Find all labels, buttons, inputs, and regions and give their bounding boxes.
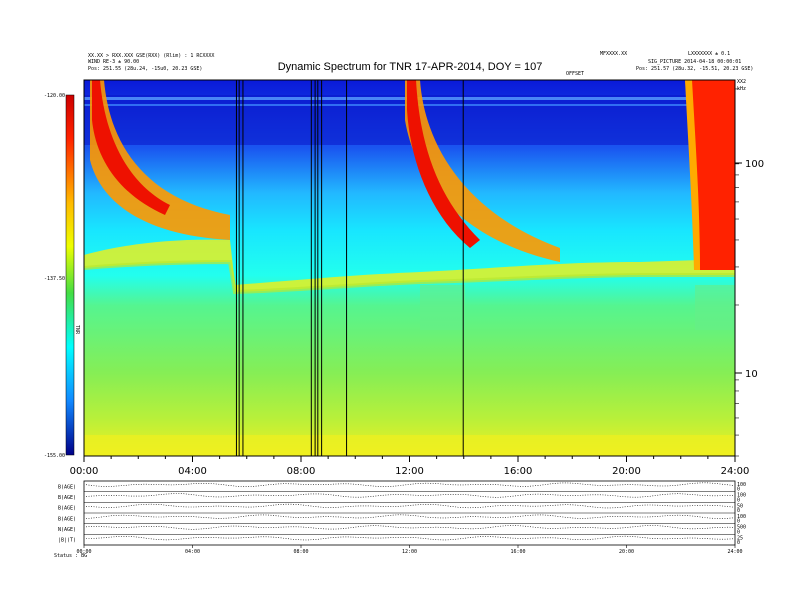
- y-tick-label-100: 100: [745, 159, 764, 170]
- burst-2: [405, 80, 560, 262]
- header-left-2: WIND RE-3 ± 90.00: [88, 59, 139, 65]
- panel-row-label-0: B(AGE): [58, 484, 76, 490]
- green-block-1: [420, 285, 465, 330]
- panel-x-axis: 00:00 04:00 08:00 12:00 16:00 20:00 24:00: [76, 545, 743, 555]
- colorbar: [65, 94, 75, 456]
- panel-row-label-3: B(AGE): [58, 516, 76, 522]
- header-right-3: Pos: 251.57 (28u.32, -15.51, 20.23 GSE): [636, 66, 753, 72]
- panel-x-tick-label-5: 20:00: [619, 549, 634, 555]
- x-axis: 00:00 04:00 08:00 12:00 16:00 20:00 24:00: [70, 456, 750, 477]
- panel-right-tick-top-4: 500: [737, 525, 746, 531]
- panel-right-tick-top-5: 25: [737, 535, 743, 541]
- x-tick-label-5: 20:00: [612, 466, 641, 477]
- panel-trace-0: [85, 482, 734, 487]
- burst-3-edge: [685, 80, 700, 270]
- y-axis-right: 100 10 kHz: [735, 86, 764, 457]
- x-tick-label-6: 24:00: [721, 466, 750, 477]
- colorbar-tick-max: -120.00: [44, 93, 65, 99]
- header-left-3: Pos: 251.55 (28u.24, -15u0, 20.23 GSE): [88, 66, 202, 72]
- y-minor-ticks: [735, 88, 739, 457]
- spectrogram: [84, 80, 735, 456]
- x-tick-label-1: 04:00: [178, 466, 207, 477]
- x-tick-label-2: 08:00: [287, 466, 316, 477]
- panel-row-label-4: N(AGE): [58, 527, 76, 533]
- plasma-line-edge: [84, 259, 735, 295]
- low-freq-band: [84, 435, 735, 456]
- header-mid-2: OFFSET: [566, 71, 584, 77]
- header-right-corner: XX2: [737, 79, 746, 85]
- panel-right-tick-top-0: 100: [737, 482, 746, 488]
- panel-row-label-1: B(AGE): [58, 495, 76, 501]
- panel-trace-5: [86, 535, 734, 541]
- header-right-1: LXXXXXXX ± 0.1: [688, 51, 730, 57]
- burst-1: [90, 80, 230, 240]
- panel-right-tick-bottom-3: 0: [737, 519, 740, 525]
- panel-x-tick-label-3: 12:00: [402, 549, 417, 555]
- y-axis-label: kHz: [737, 86, 746, 92]
- x-tick-label-4: 16:00: [504, 466, 533, 477]
- panel-right-tick-bottom-5: 0: [737, 540, 740, 546]
- panel-trace-3: [85, 514, 734, 519]
- header-mid-1: MFXXXX.XX: [600, 51, 627, 57]
- panel-right-tick-top-2: 50: [737, 503, 743, 509]
- header-left-1: XX.XX > RXX.XXX GSE(RXX) (Rlim) : 1 RCXX…: [88, 53, 214, 59]
- x-tick-label-0: 00:00: [70, 466, 99, 477]
- panel-x-tick-label-4: 16:00: [510, 549, 525, 555]
- chart-title: Dynamic Spectrum for TNR 17-APR-2014, DO…: [278, 61, 543, 73]
- burst-1-core: [92, 80, 170, 215]
- panel-row-label-5: |B|(T): [58, 538, 76, 544]
- panel-right-tick-bottom-2: 0: [737, 508, 740, 514]
- x-tick-label-3: 12:00: [395, 466, 424, 477]
- header-right-2: SIG_PICTURE 2014-04-18 00:00:01: [648, 59, 741, 65]
- panel-x-tick-label-0: 00:00: [76, 549, 91, 555]
- panel-x-tick-label-2: 08:00: [293, 549, 308, 555]
- panel-trace-4: [85, 525, 734, 530]
- colorbar-tick-mid: -137.50: [44, 276, 65, 282]
- panel-right-tick-top-1: 100: [737, 493, 746, 499]
- panel-trace-1: [85, 493, 734, 498]
- panel-x-tick-label-1: 04:00: [185, 549, 200, 555]
- panel-right-tick-bottom-0: 0: [737, 487, 740, 493]
- y-tick-label-10: 10: [745, 369, 758, 380]
- colorbar-tick-min: -155.00: [44, 453, 65, 459]
- panel-right-tick-top-3: 100: [737, 514, 746, 520]
- green-block-2: [695, 285, 735, 330]
- burst-2-core: [407, 80, 480, 248]
- panel-x-tick-label-6: 24:00: [727, 549, 742, 555]
- panel-footer: Status : BG: [54, 553, 87, 559]
- panel-row-label-2: B(AGE): [58, 506, 76, 512]
- colorbar-label: TNR: [74, 325, 80, 335]
- panel-right-tick-bottom-1: 0: [737, 497, 740, 503]
- vertical-event-lines: [235, 80, 464, 456]
- panel-trace-2: [85, 503, 734, 509]
- panel-right-tick-bottom-4: 0: [737, 529, 740, 535]
